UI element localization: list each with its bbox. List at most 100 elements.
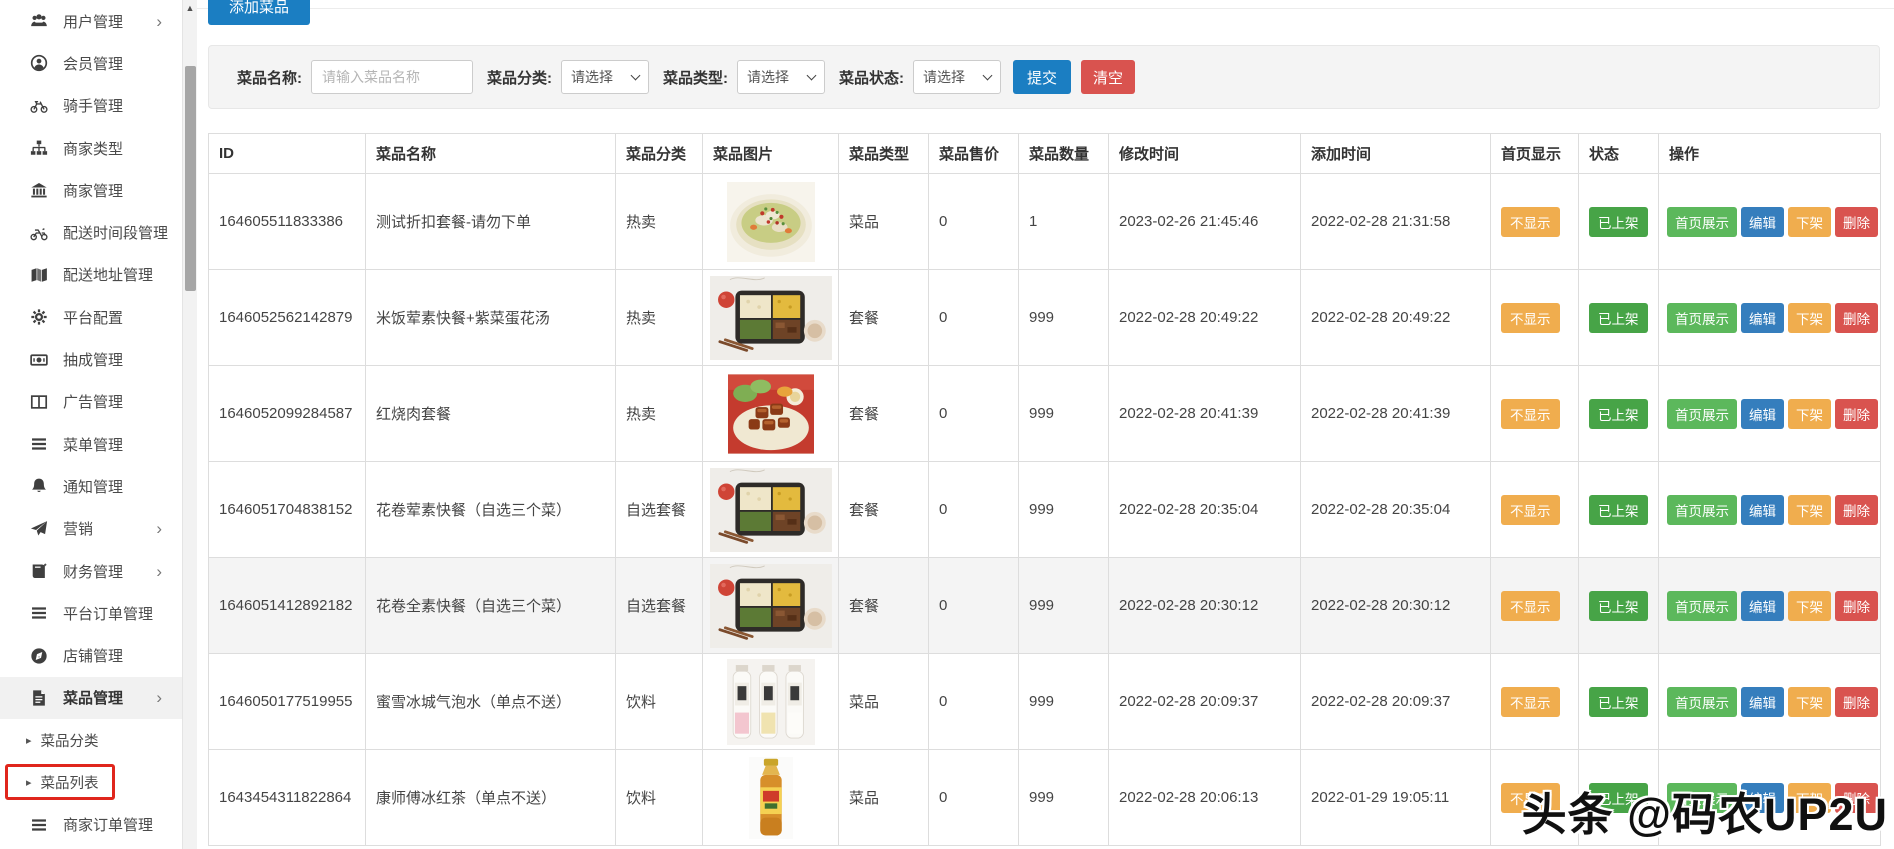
cell-price: 0 — [928, 269, 1019, 366]
sidebar-item[interactable]: 平台订单管理 — [0, 592, 182, 634]
edit-button[interactable]: 编辑 — [1741, 398, 1784, 429]
sidebar-item[interactable]: 通知管理 — [0, 465, 182, 507]
home-show-button[interactable]: 首页展示 — [1667, 398, 1737, 429]
sidebar-item-icon — [30, 266, 48, 284]
sidebar-item[interactable]: 用户管理 › — [0, 0, 182, 42]
edit-button[interactable]: 编辑 — [1741, 686, 1784, 717]
edit-button[interactable]: 编辑 — [1741, 782, 1784, 813]
sidebar-item-icon — [30, 351, 48, 369]
sidebar-subitem[interactable]: ▸ 菜品分类 — [0, 719, 182, 761]
take-down-button[interactable]: 下架 — [1788, 590, 1831, 621]
dish-category-select[interactable]: 请选择 — [561, 60, 649, 94]
take-down-button[interactable]: 下架 — [1788, 302, 1831, 333]
column-header: 状态 — [1578, 133, 1659, 174]
sidebar-item[interactable]: 广告管理 — [0, 381, 182, 423]
dish-name-input[interactable] — [311, 60, 473, 94]
cell-actions: 首页展示 编辑 下架 删除 — [1658, 173, 1881, 270]
cell-dish-name: 蜜雪冰城气泡水（单点不送） — [365, 653, 616, 750]
delete-button[interactable]: 删除 — [1835, 590, 1878, 621]
cell-category: 自选套餐 — [615, 461, 703, 558]
home-show-button[interactable]: 首页展示 — [1667, 590, 1737, 621]
delete-button[interactable]: 删除 — [1835, 302, 1878, 333]
delete-button[interactable]: 删除 — [1835, 494, 1878, 525]
add-dish-button[interactable]: 添加菜品 — [208, 0, 311, 25]
sidebar-item-label: 通知管理 — [63, 478, 124, 496]
table-row: 164605511833386 测试折扣套餐-请勿下单 热卖 菜品 0 1 20… — [208, 173, 1881, 270]
status-on-badge: 已上架 — [1589, 206, 1648, 237]
sidebar-subitem[interactable]: ▸ 菜品列表 — [0, 761, 182, 803]
scrollbar-thumb[interactable] — [185, 66, 196, 291]
sidebar-item[interactable]: 菜品管理 › — [0, 676, 182, 720]
clear-button[interactable]: 清空 — [1081, 60, 1136, 94]
cell-dish-name: 测试折扣套餐-请勿下单 — [365, 173, 616, 270]
edit-button[interactable]: 编辑 — [1741, 206, 1784, 237]
cell-type: 菜品 — [838, 749, 929, 846]
caret-right-icon: ▸ — [26, 776, 32, 789]
edit-button[interactable]: 编辑 — [1741, 302, 1784, 333]
column-header: 菜品售价 — [928, 133, 1019, 174]
sidebar-item[interactable]: 菜单管理 — [0, 423, 182, 465]
home-hidden-badge: 不显示 — [1501, 398, 1560, 429]
home-show-button[interactable]: 首页展示 — [1667, 686, 1737, 717]
sidebar-item[interactable]: 配送地址管理 — [0, 254, 182, 296]
cell-dish-name: 红烧肉套餐 — [365, 365, 616, 462]
sidebar-scrollbar[interactable]: ▲ — [182, 0, 197, 849]
cell-home-visibility: 不显示 — [1490, 461, 1579, 558]
sidebar-item[interactable]: 平台配置 — [0, 296, 182, 338]
dish-name-label: 菜品名称: — [237, 69, 302, 87]
sidebar: 用户管理 › 会员管理 骑手管理 商家类型 商家管理 配送时间段管理 配送地址管… — [0, 0, 182, 849]
dish-type-label: 菜品类型: — [663, 69, 728, 87]
sidebar-item[interactable]: 配送时间段管理 — [0, 211, 182, 253]
edit-button[interactable]: 编辑 — [1741, 494, 1784, 525]
filter-panel: 菜品名称: 菜品分类: 请选择 菜品类型: 请选择 菜品状态: 请选择 提交 清… — [208, 45, 1880, 109]
take-down-button[interactable]: 下架 — [1788, 686, 1831, 717]
cell-dish-image — [702, 365, 839, 462]
delete-button[interactable]: 删除 — [1835, 686, 1878, 717]
column-header: 添加时间 — [1300, 133, 1491, 174]
delete-button[interactable]: 删除 — [1835, 782, 1878, 813]
column-header: 菜品类型 — [838, 133, 929, 174]
cell-modified-time: 2022-02-28 20:41:39 — [1108, 365, 1301, 462]
cell-dish-name: 花卷全素快餐（自选三个菜） — [365, 557, 616, 654]
take-down-button[interactable]: 下架 — [1788, 398, 1831, 429]
cell-actions: 首页展示 编辑 下架 删除 — [1658, 269, 1881, 366]
cell-home-visibility: 不显示 — [1490, 653, 1579, 750]
edit-button[interactable]: 编辑 — [1741, 590, 1784, 621]
sidebar-item-icon — [30, 393, 48, 411]
dish-status-select[interactable]: 请选择 — [913, 60, 1001, 94]
home-show-button[interactable]: 首页展示 — [1667, 782, 1737, 813]
sidebar-item[interactable]: 财务管理 › — [0, 550, 182, 592]
submit-button[interactable]: 提交 — [1013, 60, 1072, 94]
cell-actions: 首页展示 编辑 下架 删除 — [1658, 365, 1881, 462]
sidebar-item-icon — [30, 816, 48, 834]
sidebar-item[interactable]: 商家管理 — [0, 169, 182, 211]
sidebar-item[interactable]: 营销 › — [0, 508, 182, 550]
sidebar-item[interactable]: 会员管理 — [0, 42, 182, 84]
sidebar-item[interactable]: 商家订单管理 — [0, 804, 182, 846]
sidebar-item[interactable]: 骑手管理 — [0, 85, 182, 127]
cell-dish-name: 花卷荤素快餐（自选三个菜） — [365, 461, 616, 558]
sidebar-item-label: 财务管理 — [63, 563, 124, 581]
take-down-button[interactable]: 下架 — [1788, 206, 1831, 237]
dish-type-select[interactable]: 请选择 — [737, 60, 825, 94]
delete-button[interactable]: 删除 — [1835, 398, 1878, 429]
scrollbar-up-arrow-icon[interactable]: ▲ — [185, 3, 195, 13]
sidebar-item[interactable]: 抽成管理 — [0, 338, 182, 380]
dish-status-label: 菜品状态: — [839, 69, 904, 87]
sidebar-item[interactable]: 商家类型 — [0, 127, 182, 169]
take-down-button[interactable]: 下架 — [1788, 494, 1831, 525]
cell-status: 已上架 — [1578, 365, 1659, 462]
cell-quantity: 999 — [1018, 557, 1109, 654]
take-down-button[interactable]: 下架 — [1788, 782, 1831, 813]
home-show-button[interactable]: 首页展示 — [1667, 494, 1737, 525]
home-show-button[interactable]: 首页展示 — [1667, 302, 1737, 333]
sidebar-item-icon — [30, 97, 48, 115]
home-hidden-badge: 不显示 — [1501, 782, 1560, 813]
cell-modified-time: 2022-02-28 20:06:13 — [1108, 749, 1301, 846]
status-on-badge: 已上架 — [1589, 302, 1648, 333]
sidebar-item[interactable]: 店铺管理 — [0, 634, 182, 676]
home-show-button[interactable]: 首页展示 — [1667, 206, 1737, 237]
cell-id: 1643454311822864 — [208, 749, 366, 846]
dish-category-label: 菜品分类: — [487, 69, 552, 87]
delete-button[interactable]: 删除 — [1835, 206, 1878, 237]
